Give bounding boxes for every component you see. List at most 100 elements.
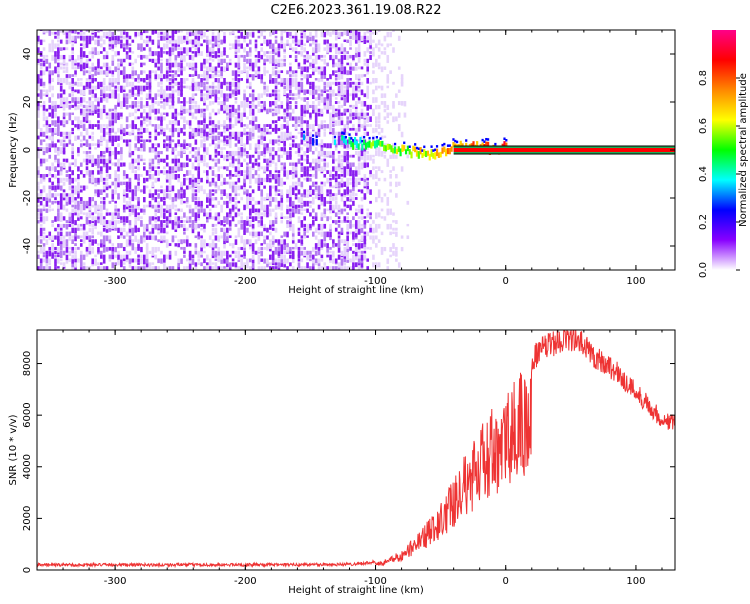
- heatmap-cell: [88, 135, 92, 139]
- heatmap-cell: [263, 66, 266, 72]
- heatmap-cell: [45, 262, 49, 267]
- heatmap-cell: [111, 62, 115, 66]
- heatmap-cell: [334, 74, 338, 78]
- heatmap-cell: [243, 243, 246, 248]
- heatmap-cell: [326, 30, 329, 33]
- heatmap-cell: [85, 127, 89, 134]
- heatmap-cell: [234, 266, 238, 270]
- heatmap-cell: [211, 31, 215, 35]
- heatmap-cell: [88, 239, 92, 243]
- heatmap-cell: [360, 266, 364, 269]
- heatmap-cell: [392, 30, 395, 32]
- heatmap-cell: [228, 254, 232, 258]
- heatmap-cell: [142, 143, 146, 149]
- heatmap-cell: [128, 204, 132, 208]
- heatmap-cell: [188, 54, 192, 60]
- heatmap-cell: [82, 39, 86, 43]
- heatmap-cell: [337, 112, 341, 117]
- heatmap-cell: [395, 250, 398, 257]
- heatmap-cell: [311, 254, 315, 260]
- heatmap-cell: [234, 189, 238, 194]
- heatmap-cell: [91, 235, 95, 239]
- heatmap-cell: [177, 150, 180, 157]
- heatmap-cell: [352, 89, 355, 94]
- heatmap-cell: [309, 66, 312, 70]
- heatmap-cell: [289, 54, 292, 58]
- heatmap-cell: [271, 139, 275, 146]
- heatmap-cell: [88, 197, 92, 203]
- heatmap-cell: [246, 220, 249, 226]
- heatmap-cell: [71, 35, 74, 41]
- heatmap-cell: [102, 54, 106, 60]
- heatmap-cell: [206, 51, 209, 58]
- heatmap-cell: [57, 104, 60, 109]
- heatmap-cell: [197, 154, 201, 159]
- heatmap-cell: [180, 185, 183, 190]
- heatmap-cell: [323, 143, 327, 148]
- heatmap-cell: [211, 101, 215, 105]
- signal-cell: [434, 152, 437, 160]
- heatmap-cell: [131, 104, 135, 109]
- heatmap-cell: [117, 35, 120, 41]
- heatmap-cell: [65, 254, 69, 261]
- signal-cell: [390, 145, 393, 153]
- heatmap-cell: [269, 197, 272, 201]
- heatmap-cell: [100, 158, 103, 164]
- heatmap-cell: [234, 120, 238, 126]
- heatmap-cell: [142, 162, 146, 166]
- heatmap-cell: [59, 166, 63, 172]
- heatmap-cell: [257, 135, 261, 139]
- heatmap-cell: [289, 135, 292, 140]
- heatmap-cell: [237, 120, 241, 124]
- heatmap-cell: [163, 200, 166, 206]
- heatmap-cell: [320, 143, 324, 148]
- heatmap-cell: [45, 93, 49, 97]
- heatmap-cell: [271, 266, 275, 270]
- heatmap-cell: [277, 108, 281, 115]
- heatmap-cell: [269, 223, 272, 230]
- heatmap-cell: [286, 97, 289, 103]
- heatmap-cell: [45, 58, 49, 64]
- signal-halo-cell: [446, 144, 450, 147]
- heatmap-cell: [62, 266, 66, 269]
- heatmap-cell: [197, 120, 201, 125]
- heatmap-cell: [332, 131, 335, 135]
- heatmap-cell: [183, 266, 186, 270]
- heatmap-cell: [223, 31, 226, 36]
- heatmap-cell: [65, 193, 69, 197]
- heatmap-cell: [349, 70, 352, 75]
- heatmap-cell: [286, 208, 289, 215]
- heatmap-cell: [363, 93, 367, 98]
- heatmap-cells: [37, 30, 410, 270]
- heatmap-cell: [168, 254, 172, 260]
- heatmap-cell: [289, 185, 292, 190]
- heatmap-cell: [334, 101, 338, 104]
- heatmap-cell: [71, 204, 74, 208]
- heatmap-cell: [329, 174, 332, 177]
- heatmap-cell: [274, 193, 278, 196]
- heatmap-cell: [51, 39, 54, 46]
- heatmap-cell: [171, 197, 175, 202]
- heatmap-cell: [82, 150, 86, 154]
- heatmap-cell: [108, 227, 112, 233]
- heatmap-cell: [194, 250, 198, 255]
- heatmap-cell: [97, 120, 100, 124]
- heatmap-cell: [102, 108, 106, 114]
- heatmap-cell: [59, 66, 63, 70]
- heatmap-cell: [188, 143, 192, 148]
- heatmap-cell: [269, 254, 272, 260]
- heatmap-cell: [68, 131, 72, 138]
- heatmap-cell: [128, 223, 132, 229]
- heatmap-cell: [377, 212, 381, 218]
- heatmap-cell: [180, 143, 183, 148]
- heatmap-cell: [314, 39, 318, 43]
- heatmap-cell: [343, 89, 347, 95]
- heatmap-cell: [237, 89, 241, 95]
- heatmap-cell: [352, 139, 355, 145]
- heatmap-cell: [174, 30, 178, 34]
- heatmap-cell: [223, 81, 226, 86]
- heatmap-cell: [157, 93, 160, 97]
- heatmap-cell: [251, 66, 255, 72]
- heatmap-cell: [246, 227, 249, 233]
- heatmap-cell: [248, 147, 252, 151]
